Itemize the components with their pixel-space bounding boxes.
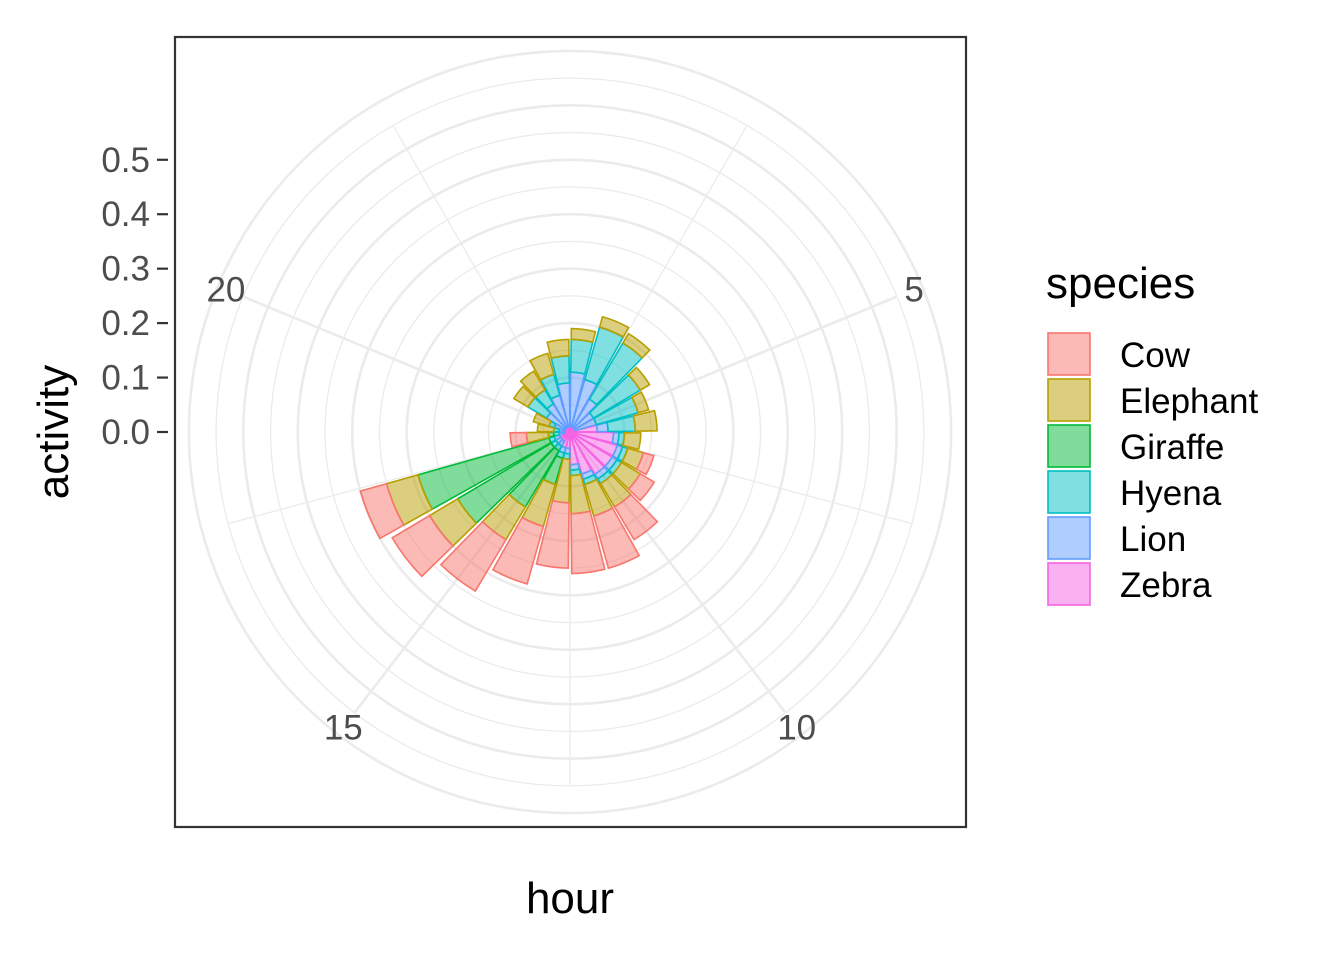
y-tick-label: 0.3 [101, 250, 150, 289]
bar-elephant-hour-2 [598, 315, 630, 339]
legend-item-zebra: Zebra [1047, 562, 1212, 606]
minor-grid-circle [215, 77, 925, 787]
x-tick-label: 10 [777, 708, 816, 747]
series-cow [359, 431, 659, 593]
legend-title: species [1046, 259, 1195, 308]
major-grid-circle [187, 49, 953, 815]
legend-item-hyena: Hyena [1047, 470, 1222, 514]
legend-key [1047, 516, 1091, 560]
legend-label: Hyena [1120, 474, 1222, 513]
y-axis: 0.0 0.1 0.2 0.3 0.4 0.5 [101, 141, 168, 452]
x-tick-label: 15 [324, 708, 363, 747]
bar-cow-hour-14 [491, 516, 545, 585]
bar-cow-hour-15 [439, 520, 508, 593]
bar-elephant-hour-22 [519, 370, 547, 399]
legend-item-lion: Lion [1047, 516, 1186, 560]
bar-layer [359, 315, 659, 593]
y-tick-label: 0.1 [101, 359, 150, 398]
bar-elephant-hour-24 [546, 338, 570, 360]
bar-elephant-hour-19 [536, 422, 556, 433]
y-axis-title: activity [29, 365, 78, 499]
bar-cow-hour-18 [509, 431, 529, 448]
bar-cow-hour-8 [635, 451, 655, 476]
bar-cow-hour-10 [613, 493, 659, 541]
bar-elephant-hour-7 [621, 431, 642, 451]
bar-elephant-hour-1 [570, 327, 597, 344]
legend-label: Cow [1120, 336, 1191, 375]
legend-key [1047, 378, 1091, 422]
legend-label: Giraffe [1120, 428, 1224, 467]
bar-elephant-hour-5 [630, 391, 650, 414]
bar-cow-hour-17 [359, 482, 405, 540]
bar-cow-hour-12 [570, 510, 606, 575]
legend: Cow Elephant Giraffe Hyena Lion Zebra [1047, 332, 1258, 606]
bar-cow-hour-9 [627, 472, 656, 502]
legend-item-giraffe: Giraffe [1047, 424, 1224, 468]
bar-elephant-hour-20 [532, 412, 553, 428]
x-tick-label: 20 [206, 270, 245, 309]
y-tick-label: 0.4 [101, 195, 150, 234]
bar-cow-hour-16 [391, 514, 455, 578]
x-axis-title: hour [526, 874, 614, 923]
y-tick-label: 0.0 [101, 413, 150, 452]
legend-label: Lion [1120, 520, 1186, 559]
y-tick-label: 0.5 [101, 141, 150, 180]
legend-item-cow: Cow [1047, 332, 1191, 376]
bar-elephant-hour-23 [529, 352, 555, 381]
legend-key [1047, 332, 1091, 376]
legend-item-elephant: Elephant [1047, 378, 1258, 422]
legend-key [1047, 562, 1091, 606]
bar-elephant-hour-6 [632, 409, 658, 432]
x-tick-label: 5 [904, 270, 923, 309]
legend-label: Elephant [1120, 382, 1258, 421]
legend-key [1047, 424, 1091, 468]
legend-key [1047, 470, 1091, 514]
bar-elephant-hour-21 [512, 385, 537, 409]
bar-elephant-hour-4 [627, 366, 651, 392]
bar-cow-hour-11 [592, 506, 641, 570]
plot-border [173, 35, 968, 829]
major-grid-radial [243, 295, 571, 434]
x-tick-labels: 5 10 15 20 [206, 270, 923, 747]
y-tick-label: 0.2 [101, 304, 150, 343]
bar-elephant-hour-3 [621, 332, 651, 360]
bar-cow-hour-13 [535, 499, 570, 569]
legend-label: Zebra [1120, 566, 1212, 605]
